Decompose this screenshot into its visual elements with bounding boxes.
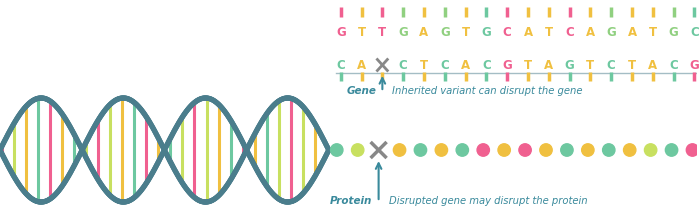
Text: G: G [565,59,575,71]
Text: A: A [419,26,428,38]
Text: Inherited variant can disrupt the gene: Inherited variant can disrupt the gene [392,86,583,96]
Circle shape [351,144,364,156]
Text: G: G [440,26,449,38]
Text: T: T [358,26,365,38]
Text: T: T [649,26,657,38]
Circle shape [540,144,552,156]
Circle shape [645,144,657,156]
Circle shape [666,144,678,156]
Circle shape [603,144,615,156]
Text: G: G [336,26,346,38]
Text: A: A [586,26,595,38]
Text: C: C [337,59,345,71]
Circle shape [519,144,531,156]
Circle shape [686,144,699,156]
Circle shape [498,144,510,156]
Circle shape [561,144,573,156]
Text: Disrupted gene may disrupt the protein: Disrupted gene may disrupt the protein [389,196,587,206]
Text: Protein: Protein [330,196,372,206]
Text: T: T [420,59,428,71]
Text: G: G [690,59,699,71]
Text: A: A [627,26,636,38]
Text: G: G [668,26,678,38]
Text: A: A [524,26,533,38]
Text: C: C [690,26,699,38]
Text: T: T [378,26,386,38]
Text: T: T [461,26,470,38]
Circle shape [393,144,406,156]
Circle shape [456,144,468,156]
Circle shape [414,144,426,156]
Text: T: T [524,59,532,71]
Text: C: C [607,59,615,71]
Text: C: C [565,26,574,38]
Circle shape [435,144,447,156]
Text: A: A [545,59,554,71]
Text: C: C [482,59,491,71]
Text: G: G [398,26,408,38]
Text: T: T [587,59,594,71]
Circle shape [582,144,594,156]
Text: G: G [606,26,616,38]
Text: G: G [503,59,512,71]
Text: A: A [461,59,470,71]
Text: C: C [440,59,449,71]
Circle shape [330,144,343,156]
Text: A: A [357,59,366,71]
Text: G: G [482,26,491,38]
Text: Gene: Gene [346,86,377,96]
Text: A: A [648,59,657,71]
Text: C: C [669,59,678,71]
Text: T: T [545,26,553,38]
Text: T: T [628,59,636,71]
Text: C: C [503,26,512,38]
Circle shape [477,144,489,156]
Text: C: C [399,59,407,71]
Circle shape [624,144,636,156]
